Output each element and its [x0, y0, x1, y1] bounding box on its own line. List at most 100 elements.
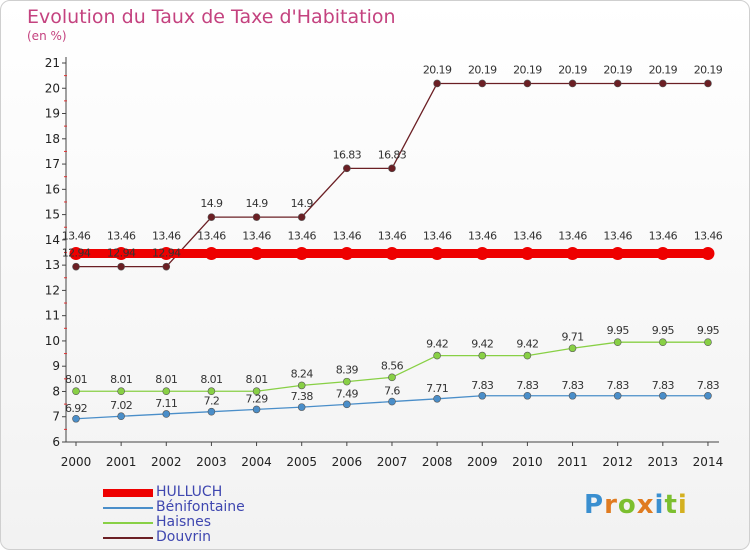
- data-label: 13.46: [558, 230, 587, 243]
- data-point: [343, 377, 351, 386]
- legend: HULLUCH Bénifontaine Haisnes Douvrin: [103, 484, 303, 545]
- data-point: [385, 247, 399, 261]
- data-point: [72, 262, 80, 271]
- data-label: 8.01: [246, 373, 268, 386]
- data-label: 9.42: [471, 338, 493, 351]
- data-point: [568, 79, 577, 88]
- legend-item: Douvrin: [103, 529, 303, 545]
- data-point: [430, 247, 444, 261]
- data-label: 20.19: [694, 63, 723, 76]
- logo-letter: P: [584, 490, 605, 520]
- y-tick-label: 9: [52, 359, 60, 373]
- data-point: [252, 405, 261, 414]
- x-tick-label: 2004: [241, 455, 272, 469]
- data-label: 7.49: [336, 387, 359, 400]
- data-label: 7.83: [697, 379, 720, 392]
- data-label: 13.46: [694, 230, 723, 243]
- data-point: [656, 247, 670, 261]
- data-label: 13.46: [378, 230, 407, 243]
- y-tick-label: 10: [45, 334, 60, 348]
- legend-swatch: [103, 522, 153, 524]
- x-tick-label: 2003: [196, 455, 227, 469]
- data-point: [523, 351, 532, 360]
- data-point: [433, 394, 441, 403]
- data-label: 7.83: [607, 379, 630, 392]
- data-point: [704, 79, 712, 88]
- data-label: 13.46: [423, 230, 452, 243]
- data-label: 8.01: [200, 373, 222, 386]
- data-point: [162, 262, 171, 271]
- data-label: 13.46: [649, 230, 678, 243]
- data-point: [159, 247, 173, 261]
- data-label: 13.46: [603, 230, 632, 243]
- logo-letter: i: [654, 490, 665, 520]
- data-label: 9.71: [561, 330, 583, 343]
- data-label: 8.01: [110, 373, 132, 386]
- data-label: 7.38: [291, 390, 314, 403]
- data-point: [478, 351, 487, 360]
- data-point: [252, 213, 261, 221]
- data-label: 12.94: [62, 247, 91, 260]
- data-point: [659, 79, 667, 88]
- data-label: 13.46: [62, 230, 91, 243]
- data-label: 13.46: [197, 230, 226, 243]
- data-label: 20.19: [649, 63, 678, 76]
- data-label: 12.94: [107, 247, 136, 260]
- x-tick-label: 2009: [467, 455, 498, 469]
- data-label: 7.6: [384, 385, 400, 398]
- legend-item: HULLUCH: [103, 484, 303, 500]
- x-tick-label: 2006: [332, 455, 363, 469]
- data-point: [475, 247, 489, 261]
- y-tick-label: 18: [45, 132, 60, 146]
- data-label: 16.83: [378, 148, 407, 161]
- data-point: [207, 213, 216, 221]
- logo-letter: x: [636, 490, 655, 520]
- data-label: 7.83: [561, 379, 584, 392]
- chart-title: Evolution du Taux de Taxe d'Habitation: [27, 6, 396, 28]
- data-label: 14.9: [246, 197, 269, 210]
- x-tick-label: 2010: [512, 455, 543, 469]
- y-tick-label: 8: [52, 384, 60, 398]
- data-label: 7.83: [471, 379, 494, 392]
- y-tick-label: 15: [45, 208, 60, 222]
- data-point: [117, 262, 125, 271]
- logo-letter: i: [677, 490, 688, 520]
- y-tick-label: 17: [45, 157, 60, 171]
- data-label: 7.2: [204, 395, 220, 408]
- data-label: 13.46: [333, 230, 362, 243]
- data-point: [250, 247, 264, 261]
- data-label: 7.83: [516, 379, 539, 392]
- legend-label: Bénifontaine: [156, 499, 245, 515]
- data-point: [343, 164, 351, 173]
- legend-item: Haisnes: [103, 514, 303, 530]
- data-point: [611, 247, 625, 261]
- data-label: 13.46: [107, 230, 136, 243]
- legend-swatch: [103, 507, 153, 509]
- y-axis-unit: (en %): [27, 29, 67, 43]
- data-label: 8.01: [155, 373, 177, 386]
- y-tick-label: 14: [45, 233, 60, 247]
- proxiti-logo: Proxiti: [584, 490, 688, 520]
- data-label: 9.42: [426, 338, 448, 351]
- data-point: [162, 387, 171, 396]
- y-tick-label: 19: [45, 107, 60, 121]
- data-label: 13.46: [468, 230, 497, 243]
- data-point: [204, 247, 218, 261]
- y-tick-label: 12: [45, 283, 60, 297]
- legend-label: Douvrin: [156, 529, 212, 545]
- data-label: 7.29: [246, 392, 269, 405]
- x-tick-label: 2001: [106, 455, 137, 469]
- data-point: [117, 387, 125, 396]
- data-point: [207, 387, 216, 396]
- data-point: [613, 79, 622, 88]
- data-point: [297, 403, 306, 411]
- data-label: 9.95: [652, 324, 675, 337]
- data-label: 7.02: [110, 399, 132, 412]
- data-label: 20.19: [513, 63, 542, 76]
- y-tick-label: 6: [52, 435, 60, 449]
- data-label: 9.42: [516, 338, 538, 351]
- data-label: 13.46: [287, 230, 316, 243]
- data-label: 20.19: [423, 63, 452, 76]
- data-label: 13.46: [513, 230, 542, 243]
